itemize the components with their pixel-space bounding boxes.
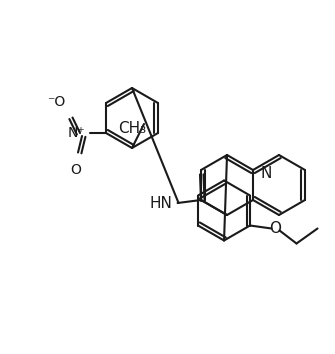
Text: N⁺: N⁺ (67, 126, 85, 140)
Text: CH₃: CH₃ (118, 121, 146, 136)
Text: HN: HN (150, 195, 173, 211)
Text: O: O (71, 164, 81, 177)
Text: ⁻O: ⁻O (47, 95, 66, 108)
Text: O: O (270, 221, 281, 236)
Text: N: N (260, 166, 271, 181)
